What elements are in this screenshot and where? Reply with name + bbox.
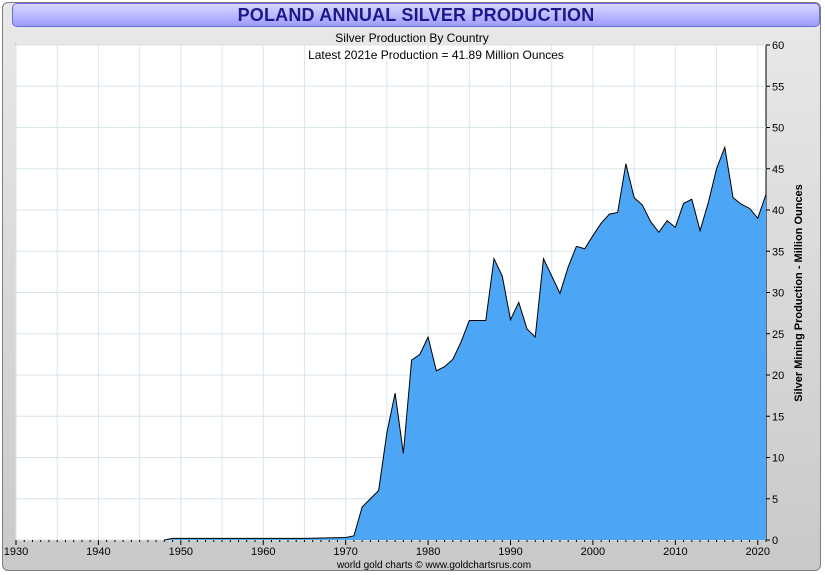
x-tick-label: 2010 [663, 546, 687, 558]
y-tick-label: 5 [772, 494, 778, 506]
x-tick-label: 1930 [4, 546, 28, 558]
y-tick-label: 50 [772, 123, 784, 135]
y-axis: 0 5 10 15 20 25 30 35 40 45 50 55 60 [766, 40, 784, 547]
x-tick-label: 1950 [169, 546, 193, 558]
x-axis: 1930 1940 1950 1960 1970 1980 1990 2000 2010 2020 [4, 540, 770, 558]
y-tick-label: 15 [772, 411, 784, 423]
x-tick-label: 1970 [333, 546, 357, 558]
latest-production-annotation: Latest 2021e Production = 41.89 Million … [308, 48, 564, 62]
y-tick-label: 10 [772, 453, 784, 465]
y-tick-label: 35 [772, 246, 784, 258]
y-tick-label: 45 [772, 164, 784, 176]
chart-title: POLAND ANNUAL SILVER PRODUCTION [237, 5, 595, 25]
series-area-fill [164, 147, 767, 541]
y-tick-label: 30 [772, 288, 784, 300]
x-tick-label: 1960 [251, 546, 275, 558]
y-tick-label: 20 [772, 370, 784, 382]
x-tick-label: 1990 [498, 546, 522, 558]
x-tick-label: 1980 [416, 546, 440, 558]
x-tick-label: 2000 [581, 546, 605, 558]
y-tick-label: 0 [772, 535, 778, 547]
y-tick-label: 55 [772, 81, 784, 93]
x-tick-label: 2020 [746, 546, 770, 558]
y-axis-label: Silver Mining Production - Million Ounce… [793, 184, 805, 402]
y-tick-label: 40 [772, 205, 784, 217]
title-bar: POLAND ANNUAL SILVER PRODUCTION [12, 3, 820, 27]
series-area [164, 145, 767, 541]
y-tick-label: 25 [772, 329, 784, 341]
footer-credit: world gold charts © www.goldchartsrus.co… [336, 560, 531, 571]
x-tick-label: 1940 [86, 546, 110, 558]
chart-subtitle: Silver Production By Country [335, 31, 488, 45]
series-line [164, 145, 767, 541]
y-tick-label: 60 [772, 40, 784, 52]
